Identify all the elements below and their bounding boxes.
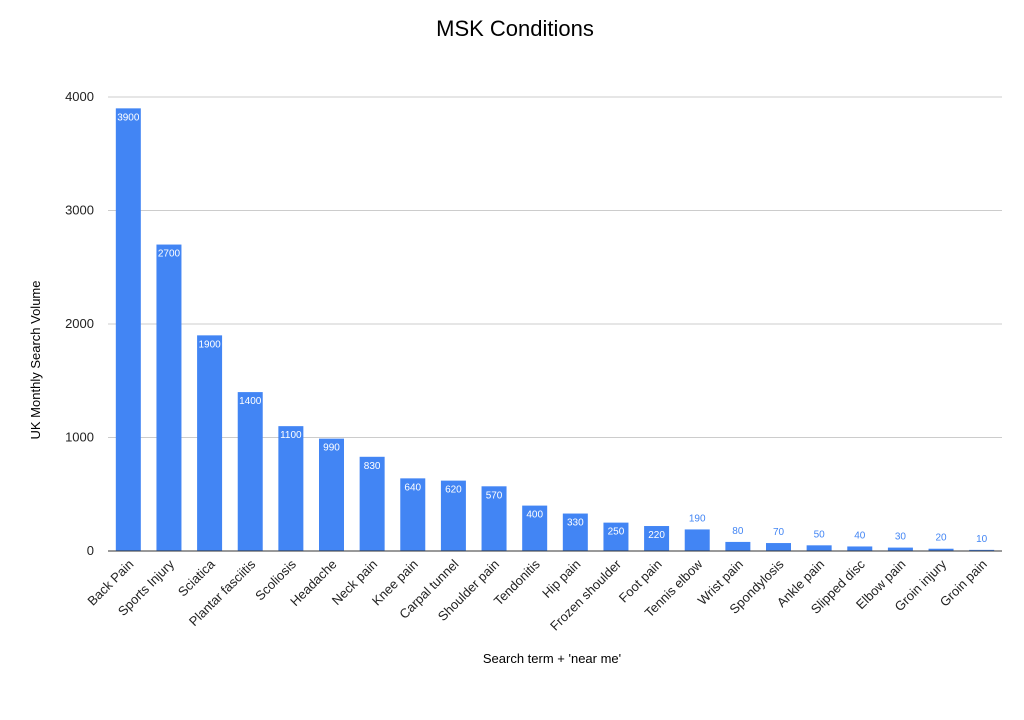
data-label: 20 xyxy=(935,533,947,544)
data-label: 10 xyxy=(976,534,988,545)
x-axis-label: Search term + 'near me' xyxy=(483,651,621,666)
data-label: 2700 xyxy=(158,249,181,260)
y-tick-label: 2000 xyxy=(65,316,94,331)
y-tick-label: 4000 xyxy=(65,89,94,104)
data-label: 70 xyxy=(773,527,785,538)
bar xyxy=(237,392,263,551)
bar xyxy=(684,529,710,551)
bar xyxy=(562,513,588,551)
bar xyxy=(359,456,385,551)
category-label: Frozen shoulder xyxy=(547,556,625,634)
gridlines xyxy=(108,96,1002,438)
data-label: 1900 xyxy=(198,339,221,350)
data-label: 330 xyxy=(567,518,584,529)
bar xyxy=(725,541,751,551)
bar xyxy=(156,244,182,552)
bar xyxy=(197,335,223,551)
data-label: 190 xyxy=(689,513,706,524)
bar xyxy=(319,438,344,551)
bar xyxy=(644,526,670,551)
y-axis-label: UK Monthly Search Volume xyxy=(28,281,43,440)
chart-title: MSK Conditions xyxy=(436,16,594,41)
data-label: 640 xyxy=(404,482,421,493)
data-label: 1100 xyxy=(280,430,302,441)
bar xyxy=(766,543,791,551)
y-tick-label: 3000 xyxy=(65,203,94,218)
bar xyxy=(928,548,954,551)
data-label: 570 xyxy=(486,490,503,501)
bar xyxy=(481,486,507,551)
bar xyxy=(603,522,629,551)
bar xyxy=(806,545,832,551)
bar xyxy=(969,549,995,551)
bar xyxy=(278,426,304,551)
data-label: 220 xyxy=(648,530,665,541)
bar xyxy=(847,546,873,551)
y-axis-ticks: 0 1000 2000 3000 4000 xyxy=(65,89,94,558)
data-label: 620 xyxy=(445,485,462,496)
bar xyxy=(440,480,466,551)
data-label: 3900 xyxy=(117,112,140,123)
bar xyxy=(115,108,141,551)
bar xyxy=(887,547,913,551)
bar xyxy=(522,505,548,551)
data-label: 1400 xyxy=(239,396,262,407)
data-label: 80 xyxy=(732,526,744,537)
data-label: 400 xyxy=(526,510,543,521)
data-label: 50 xyxy=(814,529,826,540)
y-tick-label: 1000 xyxy=(65,430,94,445)
bar xyxy=(400,478,426,551)
data-label: 40 xyxy=(854,530,866,541)
data-labels: 3900 2700 1900 1400 1100 990 830 640 620 570 400 33… xyxy=(117,112,987,545)
data-label: 830 xyxy=(364,461,381,472)
data-label: 250 xyxy=(608,527,625,538)
data-label: 30 xyxy=(895,532,907,543)
y-tick-label: 0 xyxy=(87,543,94,558)
data-label: 990 xyxy=(323,443,340,454)
bars xyxy=(115,108,995,552)
